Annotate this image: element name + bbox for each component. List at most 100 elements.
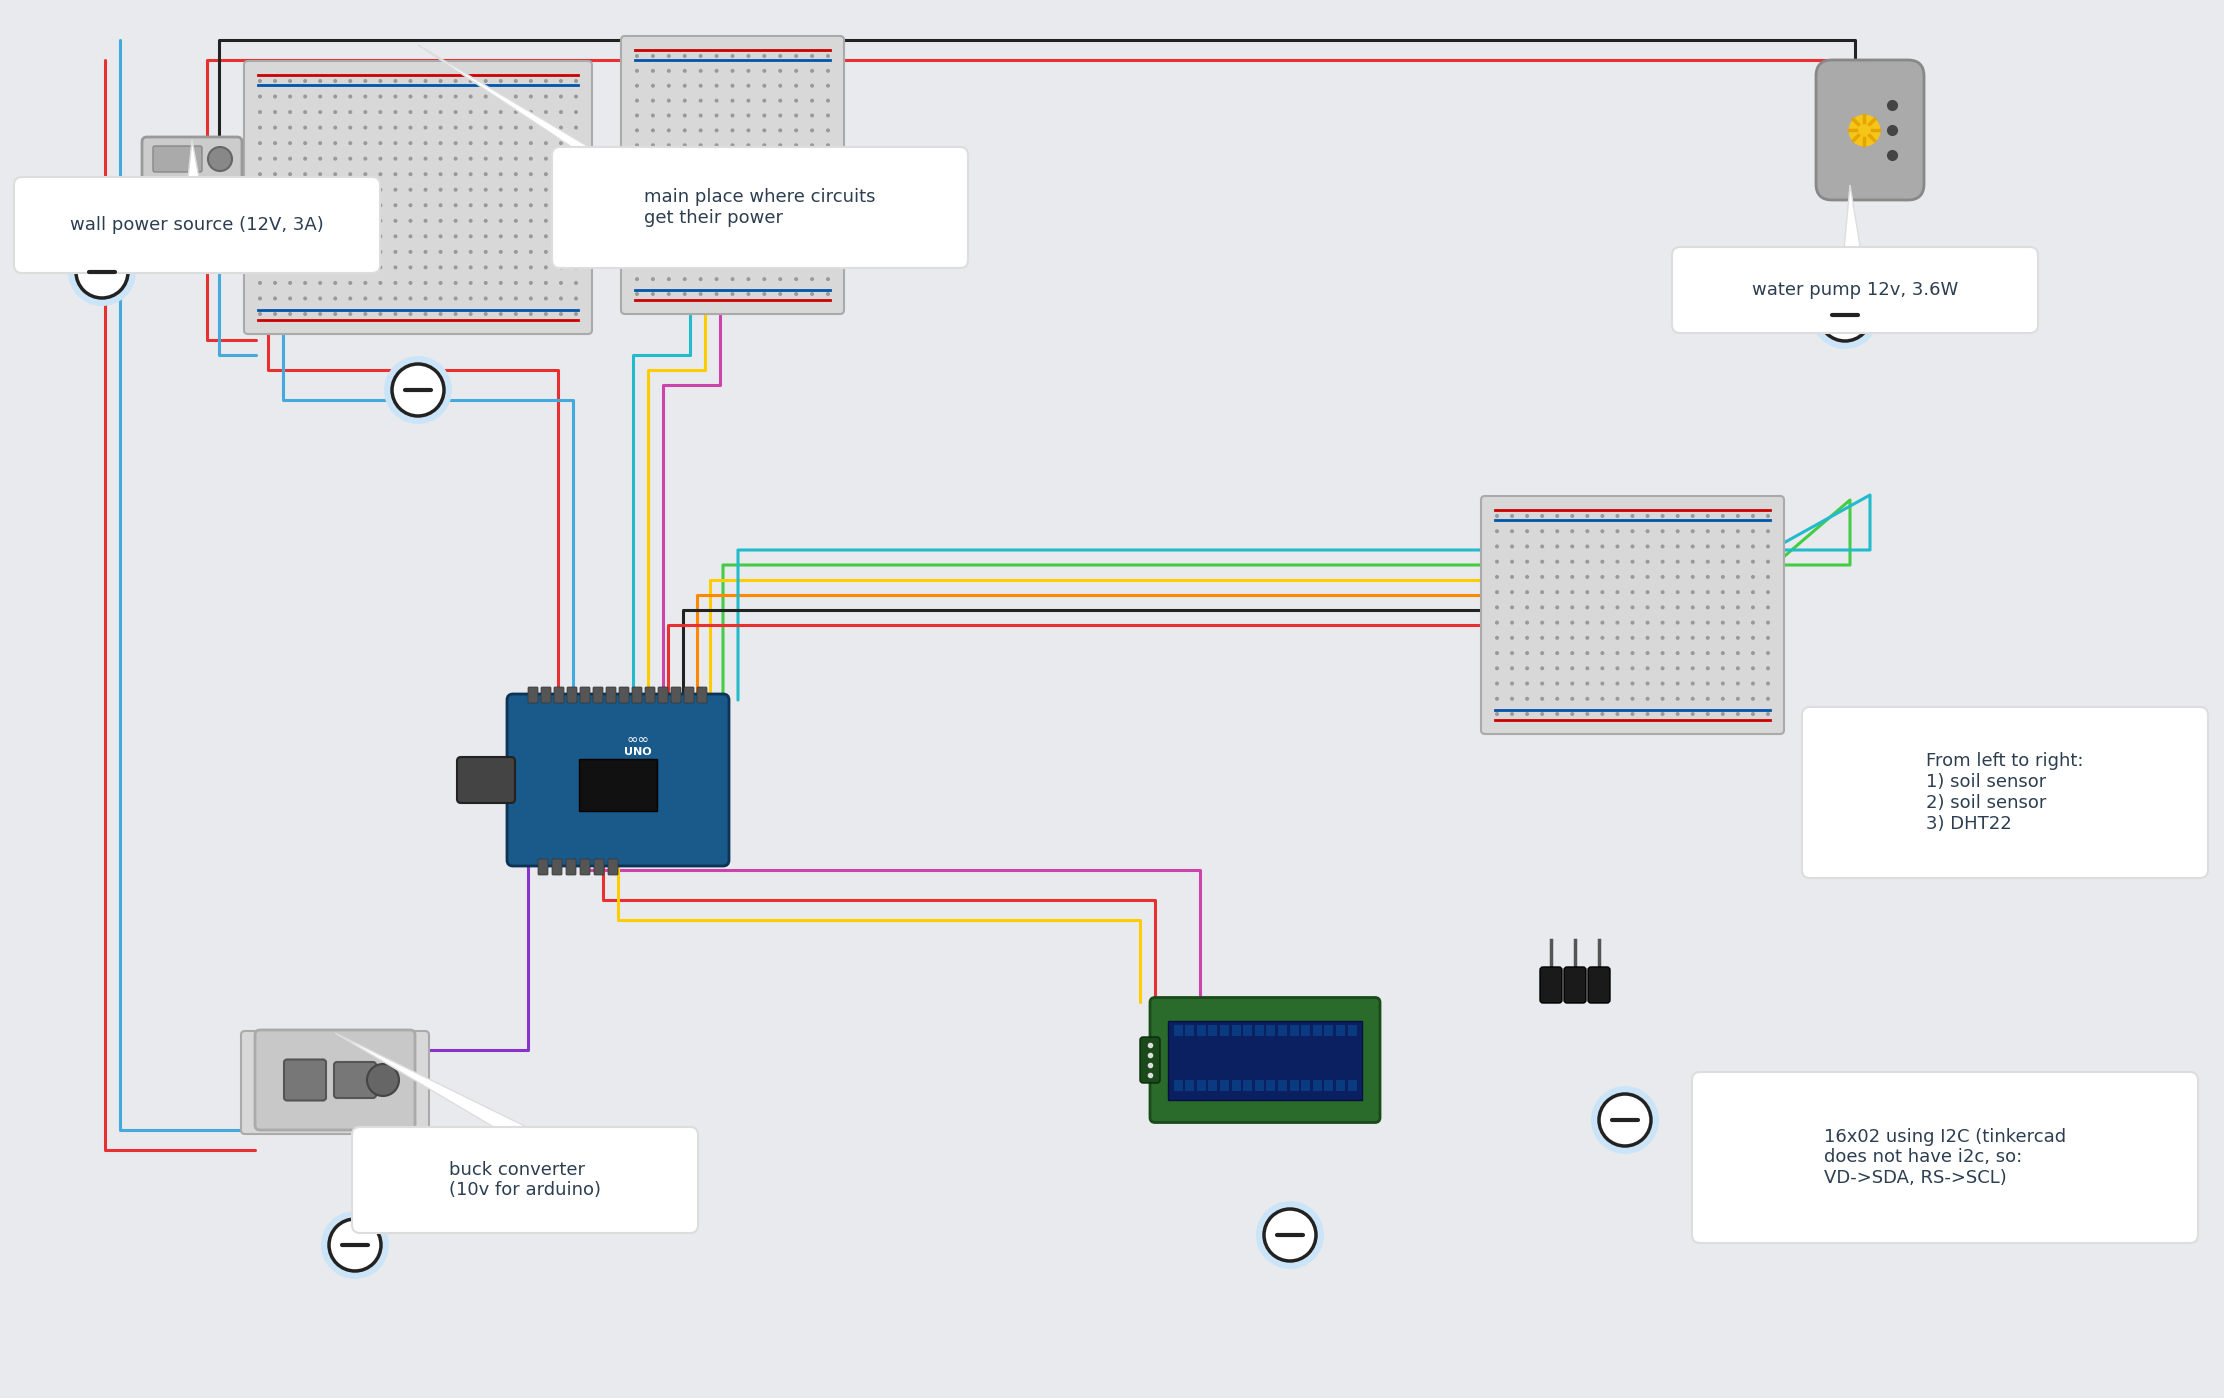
Circle shape [274,157,278,161]
Circle shape [498,235,503,238]
Circle shape [747,247,749,252]
Circle shape [287,1111,289,1116]
Circle shape [636,232,638,236]
Circle shape [271,1090,274,1095]
Text: main place where circuits
get their power: main place where circuits get their powe… [645,189,876,226]
Circle shape [349,110,351,115]
FancyBboxPatch shape [580,686,589,703]
FancyBboxPatch shape [1141,1037,1161,1083]
Circle shape [302,281,307,285]
Circle shape [1766,667,1770,670]
FancyBboxPatch shape [620,36,843,315]
Circle shape [1750,712,1755,716]
Circle shape [1661,575,1664,579]
Circle shape [1675,575,1679,579]
FancyBboxPatch shape [1290,1025,1299,1036]
Circle shape [378,203,383,207]
Circle shape [545,203,547,207]
Circle shape [1526,636,1530,640]
Circle shape [289,312,291,316]
Circle shape [1570,575,1575,579]
Circle shape [1586,514,1590,519]
Circle shape [483,281,487,285]
Polygon shape [418,45,778,260]
Circle shape [394,312,398,316]
Circle shape [545,281,547,285]
Circle shape [1570,605,1575,610]
Circle shape [1586,605,1590,610]
Circle shape [380,1048,385,1053]
Circle shape [1750,544,1755,548]
Circle shape [636,55,638,57]
FancyBboxPatch shape [1337,1025,1346,1036]
Circle shape [1766,621,1770,625]
Circle shape [636,113,638,117]
Circle shape [483,296,487,301]
Circle shape [409,126,411,130]
Circle shape [1737,530,1739,533]
Circle shape [1630,712,1635,716]
Circle shape [667,277,672,281]
Circle shape [683,292,687,296]
Circle shape [514,172,518,176]
Circle shape [1526,590,1530,594]
Circle shape [698,247,703,252]
Circle shape [825,277,830,281]
Circle shape [514,312,518,316]
Circle shape [1766,544,1770,548]
Circle shape [1675,514,1679,519]
Circle shape [349,266,351,270]
Circle shape [483,203,487,207]
Circle shape [1819,289,1870,341]
FancyBboxPatch shape [256,1030,416,1130]
Circle shape [1526,682,1530,685]
Circle shape [1526,575,1530,579]
Circle shape [1510,621,1515,625]
Circle shape [825,129,830,133]
Circle shape [289,235,291,238]
Circle shape [438,281,443,285]
Circle shape [365,1111,369,1116]
Circle shape [423,312,427,316]
Circle shape [698,218,703,222]
Circle shape [729,158,734,162]
Circle shape [1750,590,1755,594]
Circle shape [1630,667,1635,670]
Circle shape [1541,605,1543,610]
Circle shape [698,69,703,73]
Circle shape [1570,651,1575,656]
Circle shape [729,203,734,207]
Circle shape [778,187,783,192]
Circle shape [1630,636,1635,640]
Circle shape [394,126,398,130]
Circle shape [529,281,534,285]
Circle shape [349,141,351,145]
Circle shape [810,173,814,178]
Circle shape [258,281,262,285]
Circle shape [469,203,474,207]
FancyBboxPatch shape [1588,967,1610,1002]
Circle shape [409,219,411,222]
Circle shape [1541,636,1543,640]
Circle shape [1541,621,1543,625]
Circle shape [794,203,798,207]
Circle shape [1737,667,1739,670]
Circle shape [256,1069,258,1074]
Circle shape [698,158,703,162]
Circle shape [1495,682,1499,685]
FancyBboxPatch shape [1348,1025,1357,1036]
Circle shape [258,219,262,222]
Circle shape [271,1048,274,1053]
Circle shape [1646,682,1650,685]
Circle shape [1661,530,1664,533]
Circle shape [763,143,767,147]
Circle shape [394,219,398,222]
Circle shape [1586,530,1590,533]
Circle shape [318,95,322,98]
Circle shape [794,158,798,162]
Circle shape [698,203,703,207]
Circle shape [729,263,734,266]
Circle shape [558,126,563,130]
Circle shape [1510,530,1515,533]
Circle shape [652,99,654,102]
